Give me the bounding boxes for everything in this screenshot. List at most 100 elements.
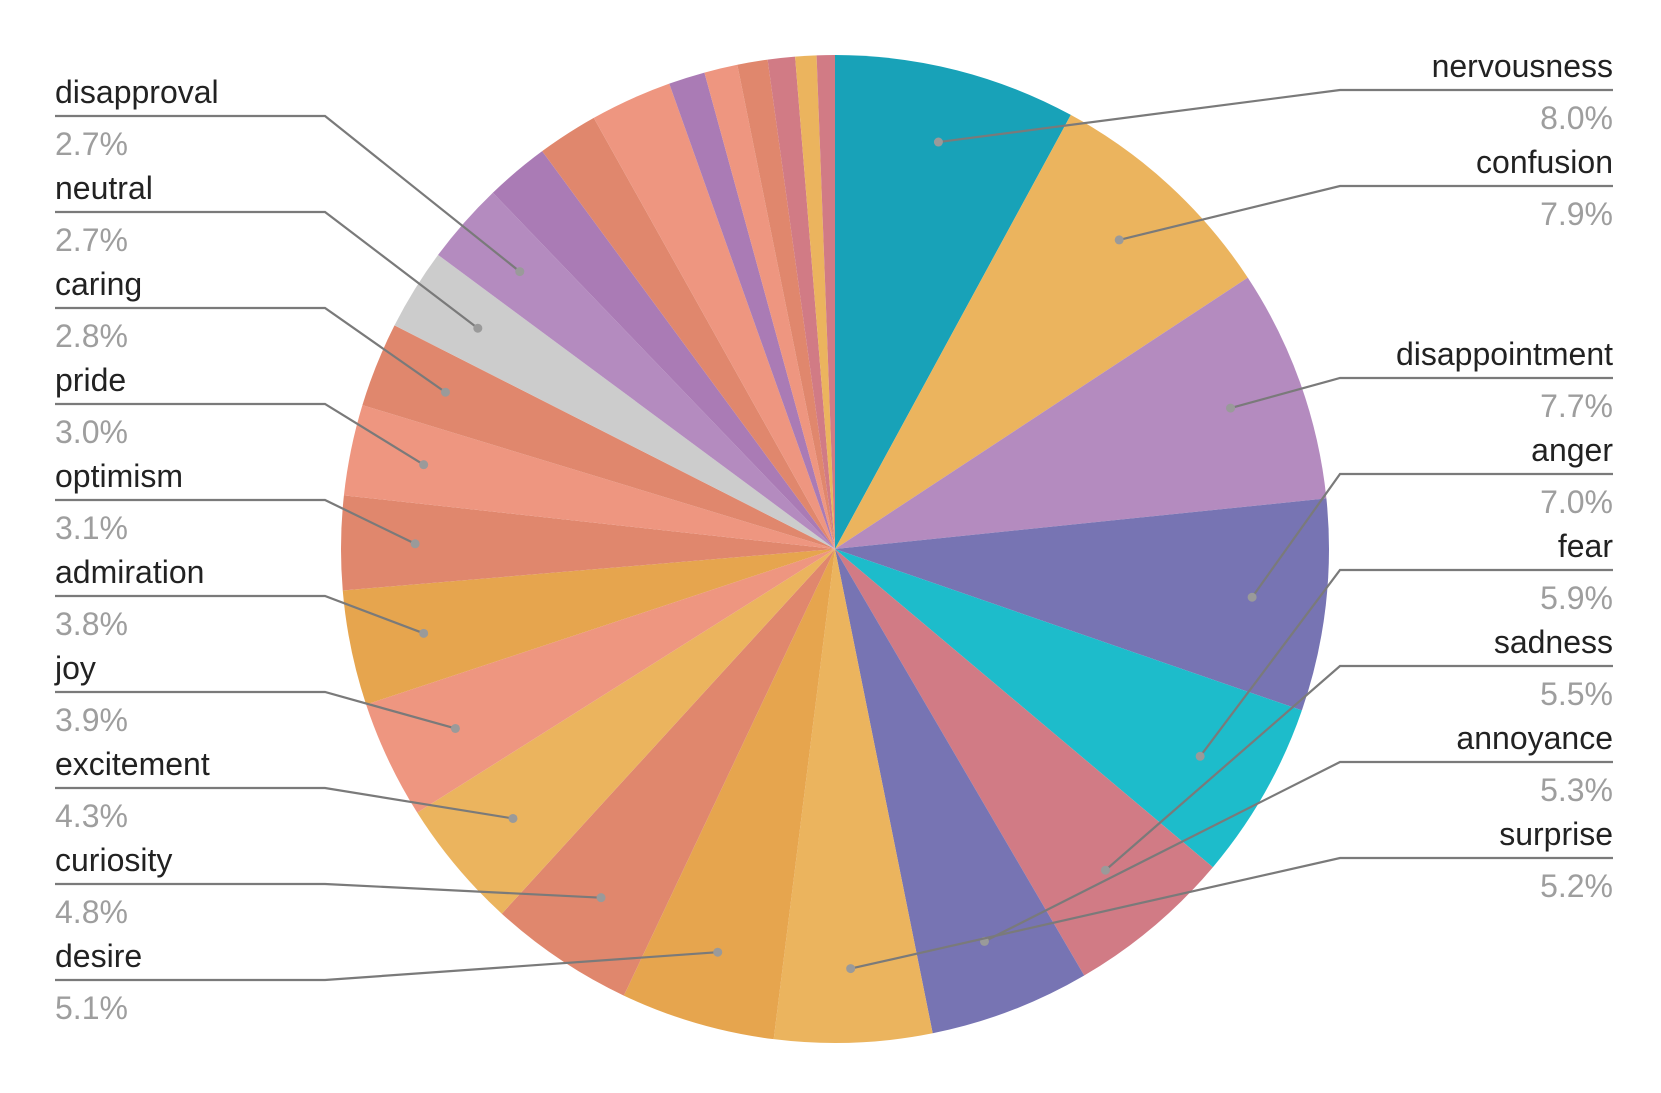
slice-percent-optimism: 3.1% — [55, 510, 128, 546]
slice-label-annoyance: annoyance — [1456, 720, 1613, 756]
leader-dot-optimism — [410, 539, 420, 549]
leader-line-confusion — [1118, 184, 1613, 241]
slice-percent-annoyance: 5.3% — [1540, 772, 1613, 808]
pie-slice-unlabeled-18 — [492, 151, 835, 550]
leader-dot-joy — [450, 723, 460, 733]
pie-slice-curiosity — [501, 549, 835, 996]
slice-label-disappointment: disappointment — [1396, 336, 1613, 372]
leader-line-fear — [1199, 568, 1613, 757]
leader-dot-anger — [1247, 592, 1257, 602]
slice-label-excitement: excitement — [55, 746, 210, 782]
slice-percent-disappointment: 7.7% — [1540, 388, 1613, 424]
leader-dot-admiration — [419, 628, 429, 638]
slice-label-caring: caring — [55, 266, 142, 302]
slice-percent-neutral: 2.7% — [55, 222, 128, 258]
pie-slice-unlabeled-25 — [795, 55, 835, 549]
slice-percent-admiration: 3.8% — [55, 606, 128, 642]
leader-dot-disapproval — [515, 267, 525, 277]
leader-line-anger — [1251, 472, 1613, 598]
leader-line-sadness — [1104, 664, 1613, 872]
leader-dot-neutral — [473, 323, 483, 333]
pie-slice-optimism — [341, 495, 835, 591]
slice-label-sadness: sadness — [1494, 624, 1613, 660]
slice-label-fear: fear — [1558, 528, 1613, 564]
pie-slice-admiration — [342, 549, 835, 705]
leader-dot-pride — [419, 460, 429, 470]
slice-label-optimism: optimism — [55, 458, 183, 494]
pie-slice-surprise — [773, 549, 933, 1043]
pie-slice-sadness — [835, 549, 1213, 976]
leader-dot-fear — [1195, 751, 1205, 761]
leader-line-pride — [55, 402, 425, 466]
slice-percent-sadness: 5.5% — [1540, 676, 1613, 712]
pie-slice-desire — [623, 549, 835, 1040]
leader-line-curiosity — [55, 882, 602, 899]
pie-slices — [341, 55, 1329, 1043]
pie-slice-unlabeled-19 — [542, 117, 835, 549]
slice-percent-confusion: 7.9% — [1540, 196, 1613, 232]
pie-slice-anger — [835, 498, 1329, 711]
pie-slice-disappointment — [835, 277, 1327, 549]
leader-line-optimism — [55, 498, 416, 545]
slice-label-desire: desire — [55, 938, 142, 974]
slice-label-disapproval: disapproval — [55, 74, 219, 110]
slice-percent-curiosity: 4.8% — [55, 894, 128, 930]
slice-label-nervousness: nervousness — [1432, 48, 1613, 84]
pie-slice-confusion — [835, 114, 1248, 549]
slice-percent-surprise: 5.2% — [1540, 868, 1613, 904]
leader-dot-desire — [713, 947, 723, 957]
pie-slice-unlabeled-21 — [669, 72, 835, 549]
leader-line-desire — [55, 951, 718, 982]
leader-line-nervousness — [938, 88, 1613, 144]
slice-label-joy: joy — [54, 650, 96, 686]
slice-label-neutral: neutral — [55, 170, 153, 206]
leader-dot-curiosity — [596, 893, 606, 903]
slice-percent-desire: 5.1% — [55, 990, 128, 1026]
pie-slice-fear — [835, 549, 1302, 868]
slice-label-surprise: surprise — [1499, 816, 1613, 852]
leader-dot-disappointment — [1226, 403, 1236, 413]
pie-slice-neutral — [394, 254, 835, 549]
leader-lines — [55, 88, 1613, 982]
leader-dot-confusion — [1114, 235, 1124, 245]
slice-percent-disapproval: 2.7% — [55, 126, 128, 162]
leader-line-annoyance — [983, 760, 1613, 943]
leader-line-surprise — [850, 856, 1613, 970]
slice-percent-pride: 3.0% — [55, 414, 128, 450]
slice-label-curiosity: curiosity — [55, 842, 172, 878]
leader-line-neutral — [55, 210, 479, 330]
slice-percent-anger: 7.0% — [1540, 484, 1613, 520]
leader-dot-sadness — [1100, 865, 1110, 875]
slice-percent-nervousness: 8.0% — [1540, 100, 1613, 136]
pie-slice-unlabeled-22 — [704, 64, 835, 549]
pie-slice-excitement — [417, 549, 835, 914]
slice-percent-excitement: 4.3% — [55, 798, 128, 834]
pie-slice-pride — [343, 405, 835, 549]
leader-dot-caring — [440, 387, 450, 397]
slice-percent-joy: 3.9% — [55, 702, 128, 738]
slice-label-confusion: confusion — [1476, 144, 1613, 180]
pie-slice-unlabeled-23 — [737, 59, 835, 549]
pie-slice-unlabeled-20 — [593, 83, 835, 549]
slice-label-anger: anger — [1531, 432, 1613, 468]
leader-dot-surprise — [846, 964, 856, 974]
pie-slice-unlabeled-24 — [767, 56, 835, 550]
leader-line-disappointment — [1230, 376, 1613, 410]
leader-line-admiration — [55, 594, 425, 635]
pie-slice-joy — [366, 549, 835, 813]
leader-dot-nervousness — [933, 137, 943, 147]
slice-percent-fear: 5.9% — [1540, 580, 1613, 616]
slice-label-pride: pride — [55, 362, 126, 398]
slice-label-admiration: admiration — [55, 554, 204, 590]
pie-slice-caring — [362, 325, 835, 549]
leader-line-caring — [55, 306, 447, 394]
pie-slice-nervousness — [835, 55, 1071, 549]
pie-slice-unlabeled-26 — [816, 55, 835, 549]
pie-slice-disapproval — [438, 192, 835, 549]
leader-line-joy — [55, 690, 456, 730]
pie-slice-annoyance — [835, 549, 1085, 1034]
slice-labels: disapproval 2.7% neutral 2.7% caring 2.8% prid… — [54, 48, 1613, 1026]
leader-line-disapproval — [55, 114, 521, 273]
leader-line-excitement — [55, 786, 514, 820]
